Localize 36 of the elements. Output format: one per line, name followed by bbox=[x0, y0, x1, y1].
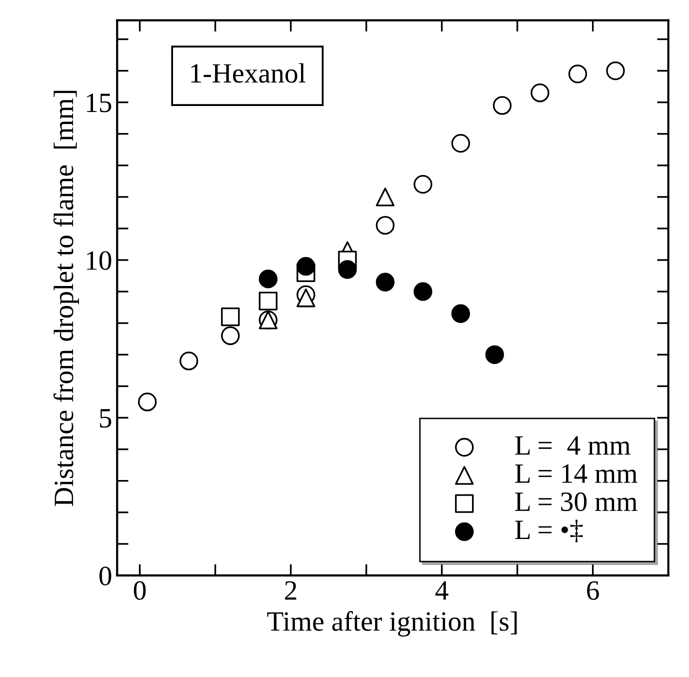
point bbox=[221, 326, 240, 346]
point bbox=[451, 304, 470, 323]
x-tick-label: 6 bbox=[587, 581, 599, 600]
point bbox=[338, 260, 357, 279]
point bbox=[376, 188, 395, 206]
x-tick-label: 2 bbox=[285, 581, 296, 600]
x-tick-label: 4 bbox=[435, 581, 448, 600]
point bbox=[258, 292, 278, 310]
point bbox=[568, 64, 588, 84]
y-tick-label: 10 bbox=[86, 251, 112, 270]
y-tick-label: 0 bbox=[99, 566, 112, 586]
point bbox=[485, 345, 504, 364]
point bbox=[296, 288, 316, 308]
x-tick-label: 0 bbox=[134, 581, 146, 600]
point bbox=[180, 352, 198, 370]
legend-label: L = 30 mm bbox=[515, 492, 638, 512]
point bbox=[414, 282, 432, 301]
point bbox=[296, 256, 316, 276]
point bbox=[376, 216, 395, 235]
point bbox=[530, 84, 550, 102]
point bbox=[376, 272, 395, 292]
legend-label: L = 4 mm bbox=[515, 436, 630, 455]
point bbox=[138, 392, 157, 412]
point bbox=[606, 61, 625, 80]
annotation: 1-Hexanol bbox=[191, 63, 306, 83]
y-tick-label: 5 bbox=[100, 409, 112, 428]
point bbox=[221, 307, 240, 326]
point bbox=[451, 134, 470, 153]
legend-label: L = •‡ bbox=[515, 520, 583, 542]
y-axis-title: Distance from droplet to flame [mm] bbox=[53, 90, 79, 506]
point bbox=[258, 270, 278, 288]
legend-label: L = 14 mm bbox=[515, 464, 638, 483]
point bbox=[492, 96, 512, 115]
y-tick-label: 15 bbox=[86, 94, 112, 112]
x-axis-title: Time after ignition [s] bbox=[267, 611, 517, 637]
point bbox=[414, 174, 432, 194]
